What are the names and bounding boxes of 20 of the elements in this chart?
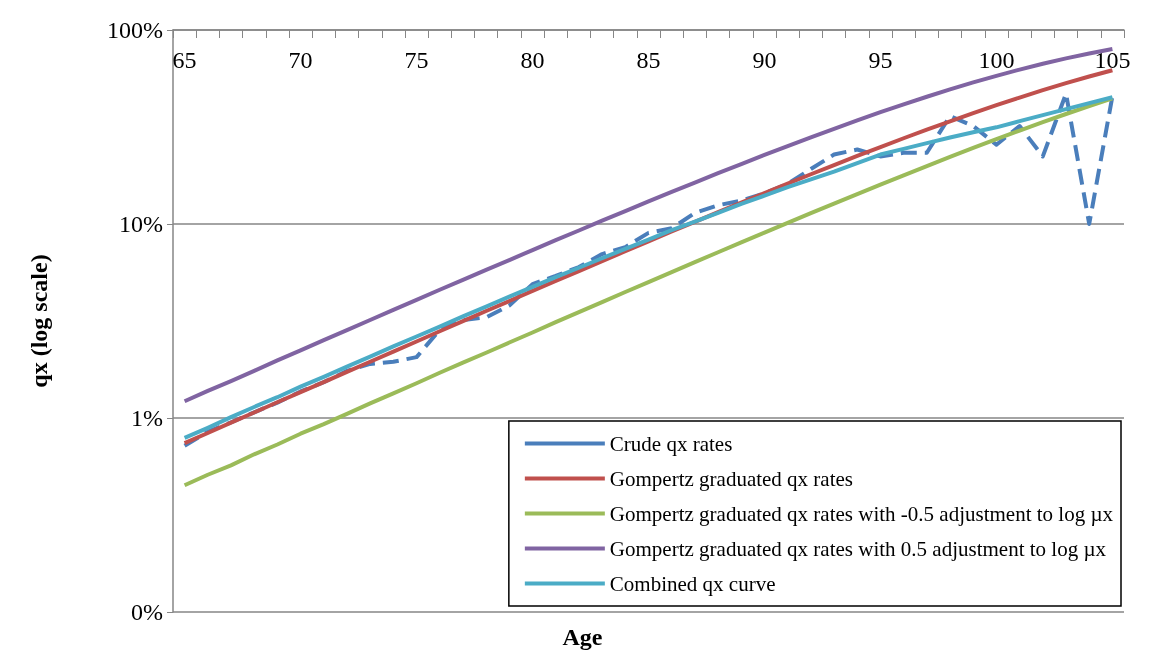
y-tick-label: 10% bbox=[119, 211, 163, 237]
legend-label: Combined qx curve bbox=[609, 571, 776, 596]
x-tick-label: 90 bbox=[752, 47, 777, 73]
y-tick-label: 0% bbox=[131, 599, 163, 625]
x-tick-label: 70 bbox=[288, 47, 313, 73]
y-tick-label: 1% bbox=[131, 405, 163, 431]
x-tick-label: 105 bbox=[1094, 47, 1131, 73]
legend-label: Crude qx rates bbox=[609, 431, 733, 456]
legend-label: Gompertz graduated qx rates with -0.5 adjustment to log µx bbox=[609, 501, 1114, 526]
x-tick-label: 100 bbox=[978, 47, 1015, 73]
x-tick-label: 85 bbox=[636, 47, 661, 73]
y-axis-title: qx (log scale) bbox=[26, 254, 52, 388]
x-tick-label: 95 bbox=[868, 47, 893, 73]
x-axis-title: Age bbox=[562, 624, 603, 650]
legend-label: Gompertz graduated qx rates bbox=[609, 466, 854, 491]
y-tick-label: 100% bbox=[107, 17, 163, 43]
x-tick-label: 65 bbox=[172, 47, 197, 73]
x-tick-label: 80 bbox=[520, 47, 545, 73]
x-tick-label: 75 bbox=[404, 47, 429, 73]
legend-label: Gompertz graduated qx rates with 0.5 adjustment to log µx bbox=[609, 536, 1107, 561]
